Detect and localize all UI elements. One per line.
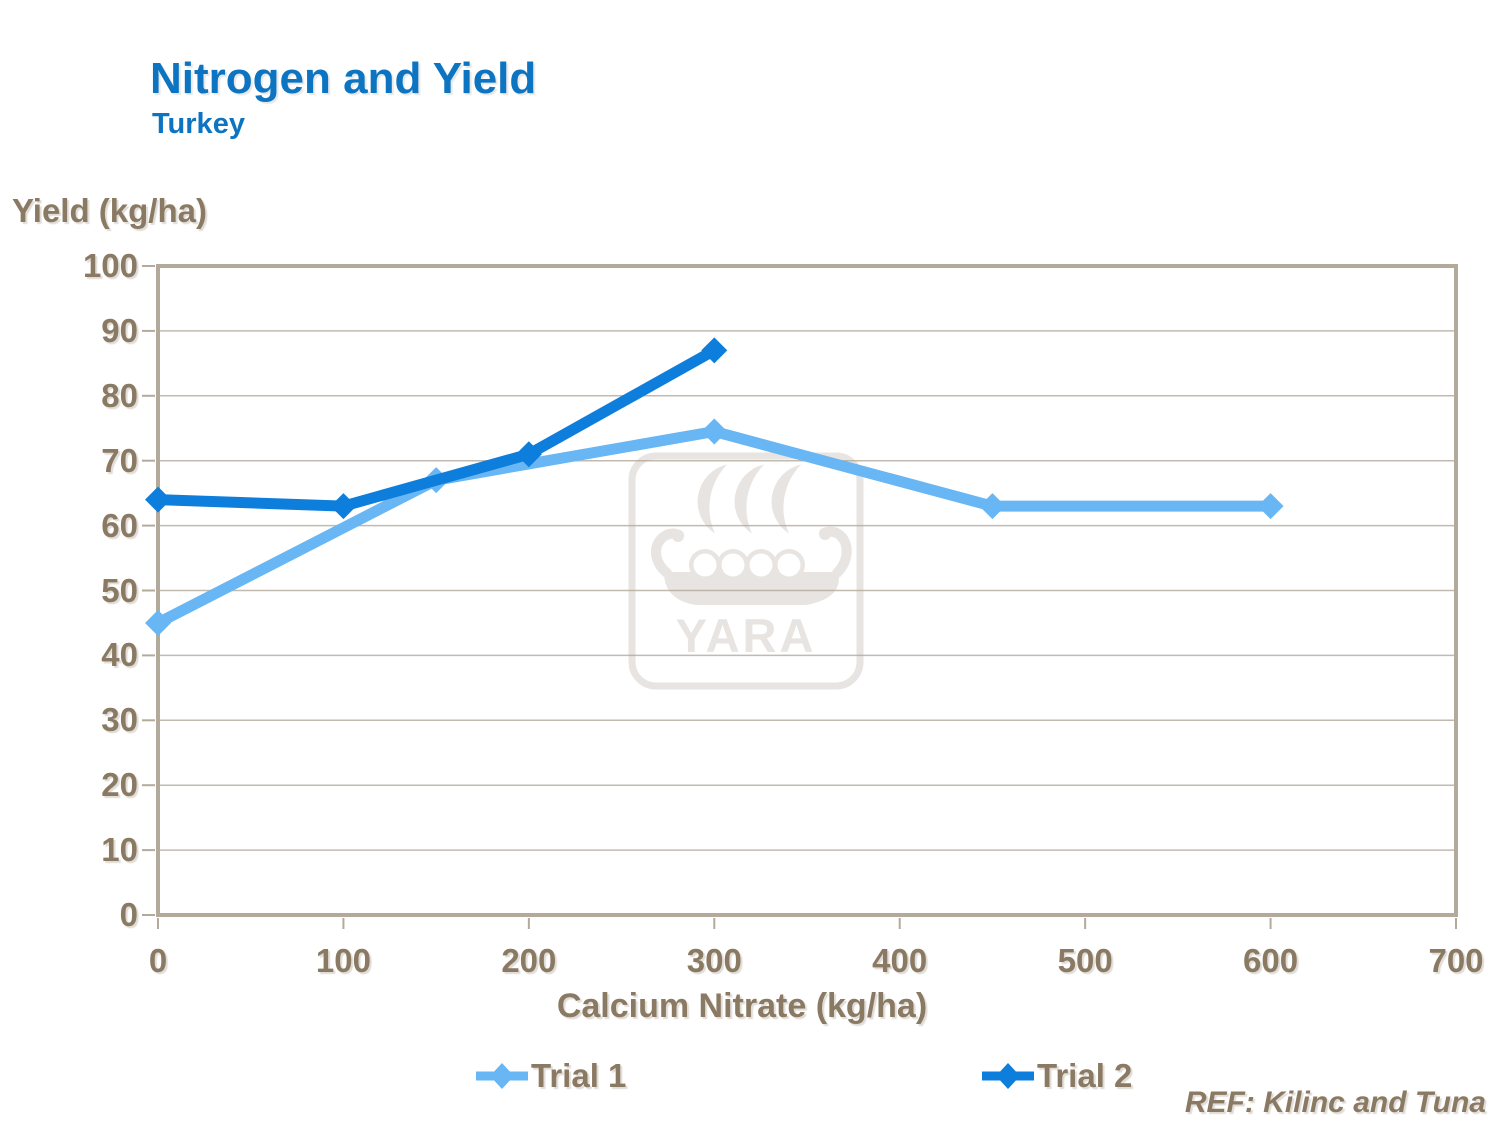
y-axis-title: Yield (kg/ha) xyxy=(12,192,207,229)
data-point-series-2 xyxy=(701,337,728,364)
plot-border xyxy=(156,264,1458,917)
x-tick-label: 700 xyxy=(1428,942,1484,979)
legend-label-trial-1: Trial 1 xyxy=(531,1057,627,1094)
y-tick-label: 100 xyxy=(82,247,138,284)
yara-watermark-logo: YARA xyxy=(628,452,864,690)
data-point-series-1 xyxy=(1257,493,1284,520)
data-point-series-2 xyxy=(145,486,171,513)
x-tick-label: 400 xyxy=(872,942,928,979)
watermark-text: YARA xyxy=(676,609,817,662)
x-tick-label: 600 xyxy=(1243,942,1299,979)
legend-label-trial-2: Trial 2 xyxy=(1037,1057,1133,1094)
chart-title: Nitrogen and Yield xyxy=(150,54,537,103)
chart-subtitle: Turkey xyxy=(152,108,245,140)
y-tick-label: 70 xyxy=(101,441,138,479)
y-tick-label: 0 xyxy=(119,896,138,933)
data-point-series-2 xyxy=(330,493,357,520)
trial-1-marker-icon xyxy=(476,1063,528,1089)
data-point-series-1 xyxy=(145,609,171,636)
x-tick-label: 300 xyxy=(686,942,742,979)
plot-area: YARA xyxy=(142,264,1458,929)
trial-2-marker-icon xyxy=(982,1063,1034,1089)
y-tick-label: 40 xyxy=(101,636,138,674)
y-tick-label: 90 xyxy=(101,311,138,349)
watermark-frame xyxy=(628,452,864,690)
y-tick-label: 80 xyxy=(101,376,138,414)
data-point-series-2 xyxy=(515,441,542,468)
y-tick-label: 10 xyxy=(101,831,138,869)
y-tick-label: 30 xyxy=(101,701,138,739)
legend-item-trial-1: Trial 1 xyxy=(476,1057,627,1094)
x-tick-label: 200 xyxy=(501,942,557,979)
x-tick-label: 100 xyxy=(315,942,371,979)
data-point-series-1 xyxy=(701,418,728,445)
y-tick-label: 60 xyxy=(101,506,138,544)
x-tick-label: 500 xyxy=(1057,942,1113,979)
x-axis-title: Calcium Nitrate (kg/ha) xyxy=(556,987,928,1025)
viking-ship-icon xyxy=(651,464,852,605)
y-tick-label: 20 xyxy=(101,766,138,804)
reference-text: REF: Kilinc and Tuna xyxy=(1184,1086,1486,1119)
series-line-2 xyxy=(152,344,720,512)
data-point-series-1 xyxy=(979,493,1006,520)
x-tick-label: 0 xyxy=(148,942,168,979)
y-tick-label: 50 xyxy=(101,571,138,609)
legend-item-trial-2: Trial 2 xyxy=(982,1057,1133,1094)
